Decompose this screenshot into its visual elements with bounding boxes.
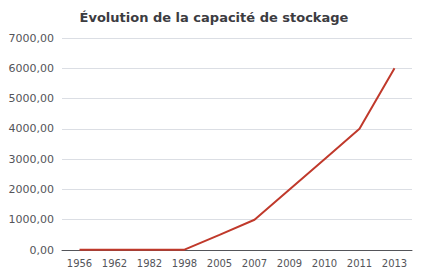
svg-text:3000,00: 3000,00 <box>9 153 55 166</box>
svg-text:4000,00: 4000,00 <box>9 122 55 135</box>
svg-text:6000,00: 6000,00 <box>9 62 55 75</box>
svg-text:2005: 2005 <box>207 258 232 269</box>
svg-text:1998: 1998 <box>172 258 197 269</box>
svg-text:1000,00: 1000,00 <box>9 213 55 226</box>
svg-text:1982: 1982 <box>137 258 162 269</box>
svg-text:Évolution de la capacité de st: Évolution de la capacité de stockage <box>80 10 349 25</box>
svg-text:2009: 2009 <box>277 258 302 269</box>
svg-text:2000,00: 2000,00 <box>9 183 55 196</box>
svg-text:0,00: 0,00 <box>30 244 55 257</box>
svg-text:1956: 1956 <box>67 258 92 269</box>
svg-text:2011: 2011 <box>347 258 372 269</box>
svg-text:1962: 1962 <box>102 258 127 269</box>
svg-text:5000,00: 5000,00 <box>9 92 55 105</box>
svg-text:2013: 2013 <box>382 258 407 269</box>
svg-text:2007: 2007 <box>242 258 267 269</box>
svg-text:2010: 2010 <box>312 258 337 269</box>
svg-text:7000,00: 7000,00 <box>9 32 55 45</box>
